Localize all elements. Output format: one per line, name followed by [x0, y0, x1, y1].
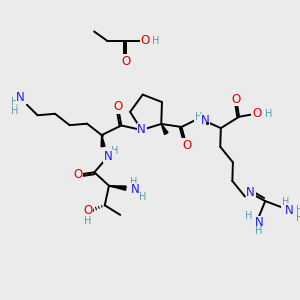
Text: H: H — [296, 213, 300, 223]
Text: N: N — [16, 91, 25, 104]
Text: O: O — [74, 168, 83, 181]
Text: N: N — [137, 124, 146, 136]
Text: H: H — [152, 35, 160, 46]
Text: O: O — [182, 139, 191, 152]
Text: O: O — [252, 107, 261, 120]
Polygon shape — [109, 186, 126, 190]
Text: O: O — [140, 34, 149, 47]
Text: H: H — [255, 226, 262, 236]
Text: O: O — [232, 93, 241, 106]
Polygon shape — [101, 135, 105, 147]
Text: N: N — [103, 150, 112, 163]
Text: H: H — [296, 205, 300, 215]
Text: H: H — [130, 177, 137, 187]
Text: H: H — [282, 197, 290, 207]
Text: O: O — [83, 204, 92, 217]
Polygon shape — [161, 124, 168, 135]
Text: H: H — [11, 106, 18, 116]
Text: N: N — [255, 217, 264, 230]
Text: N: N — [285, 204, 294, 217]
Text: H: H — [265, 109, 272, 119]
Text: H: H — [245, 212, 252, 221]
Text: O: O — [113, 100, 123, 113]
Text: H: H — [139, 192, 146, 202]
Text: H: H — [195, 112, 202, 122]
Text: H: H — [84, 216, 92, 226]
Text: N: N — [131, 183, 140, 196]
Text: N: N — [246, 187, 255, 200]
Text: H: H — [11, 98, 18, 107]
Text: N: N — [200, 115, 209, 128]
Text: H: H — [111, 146, 118, 156]
Text: O: O — [122, 55, 131, 68]
